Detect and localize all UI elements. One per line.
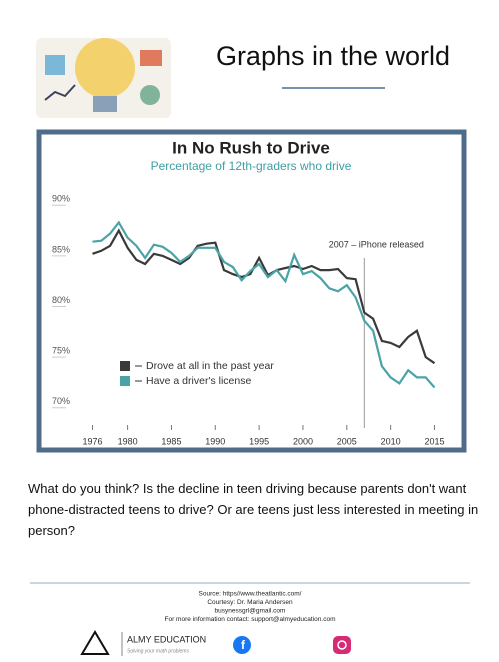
x-tick-label: 1990 [205,436,225,446]
y-tick-label: 90% [52,194,70,204]
series-line [92,228,436,365]
chart-subtitle: Percentage of 12th-graders who drive [151,159,352,173]
facebook-glyph: f [241,638,246,652]
brand-tagline: Solving your math problems [127,648,189,654]
x-tick-label: 1995 [249,436,269,446]
chart-title: In No Rush to Drive [172,138,330,157]
x-tick-label: 1980 [118,436,138,446]
footer-line: Courtesy: Dr. Maria Andersen [207,599,293,606]
chart-frame [36,129,467,453]
x-tick-label: 1985 [161,436,181,446]
x-tick-label: 2005 [337,436,357,446]
legend-label: Have a driver's license [146,375,251,387]
question: What do you think? Is the decline in tee… [28,481,479,538]
legend-label: Drove at all in the past year [146,360,274,372]
legend-swatch [120,361,130,371]
facebook-icon[interactable] [233,636,251,654]
brand-name: ALMY EDUCATION [127,634,206,644]
series-line [92,220,436,389]
footer-line: Source: https//www.theatlantic.com/ [199,591,302,598]
y-tick-label: 75% [52,346,70,356]
x-tick-label: 1976 [83,436,103,446]
lightbulb-illustration [36,38,171,118]
x-tick-label: 2015 [424,436,444,446]
instagram-icon[interactable] [333,636,351,654]
footer-line: For more information contact: support@al… [165,616,336,623]
legend-swatch [120,376,130,386]
footer-line: busynessgrl@gmail.com [215,608,286,615]
annotation-text: 2007 – iPhone released [329,239,424,249]
x-tick-label: 2010 [381,436,401,446]
page-title: Graphs in the world [216,41,450,71]
y-tick-label: 70% [52,396,70,406]
instagram-glyph [337,640,347,650]
x-tick-label: 2000 [293,436,313,446]
y-tick-label: 85% [52,244,70,254]
brand-logo [80,630,123,656]
y-tick-label: 80% [52,295,70,305]
